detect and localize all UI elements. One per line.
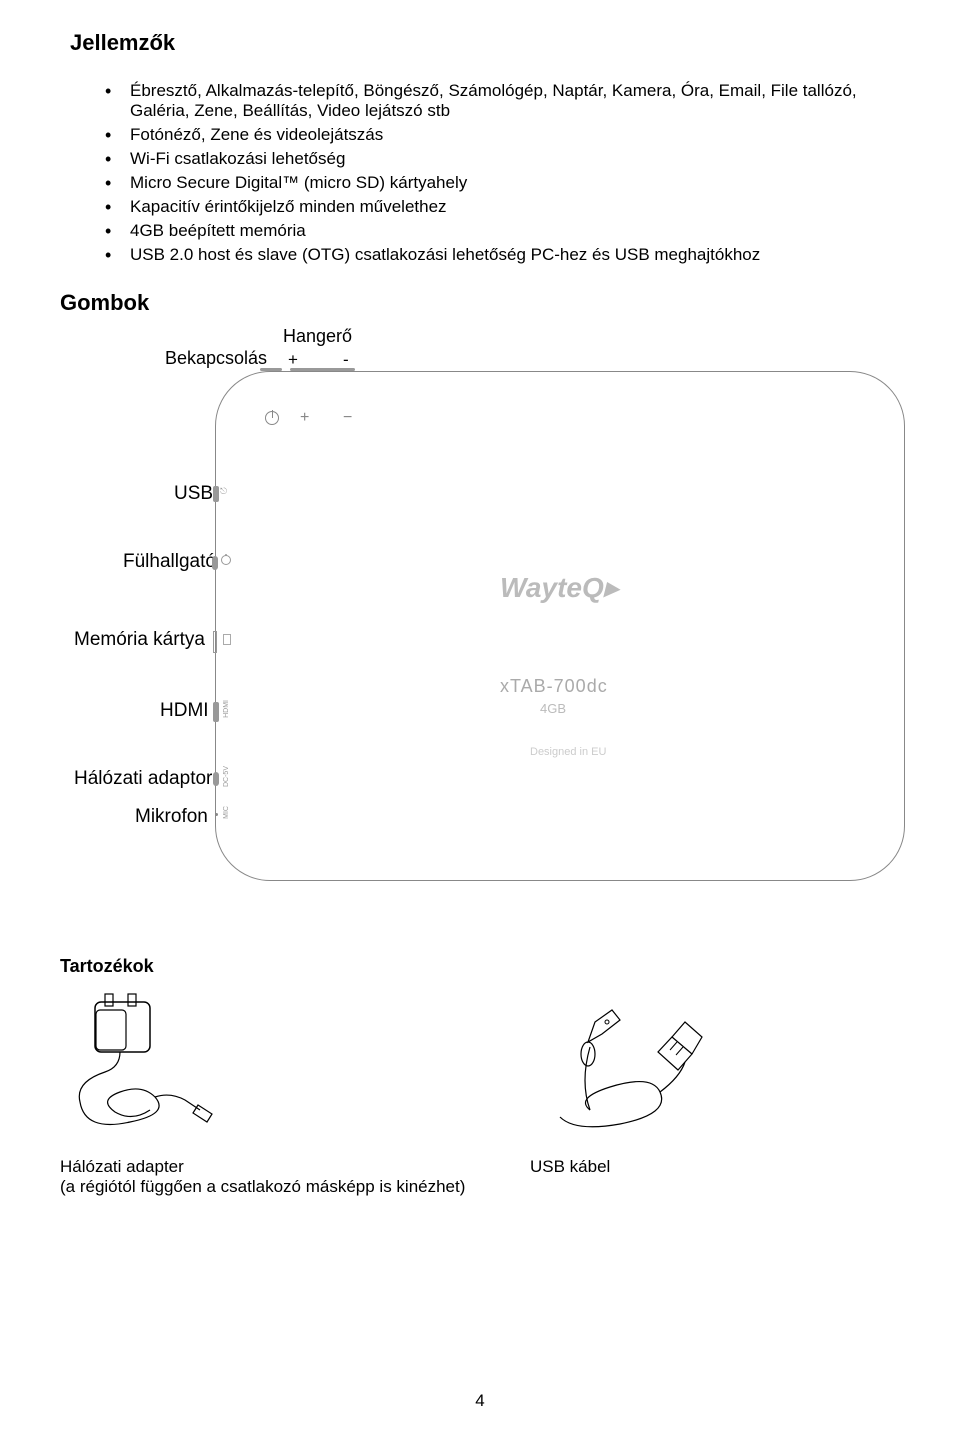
- plus-icon: +: [300, 409, 309, 427]
- buttons-heading: Gombok: [60, 290, 890, 316]
- designed-text: Designed in EU: [530, 746, 606, 758]
- tablet-outline: [215, 371, 905, 881]
- dc-port-icon: [213, 772, 219, 786]
- charger-icon: [60, 992, 240, 1142]
- plus-label-top: +: [288, 350, 298, 370]
- power-icon: [265, 411, 279, 425]
- feature-item: USB 2.0 host és slave (OTG) csatlakozási…: [130, 245, 890, 265]
- usb-port-icon: [213, 486, 219, 502]
- usb-cable-icon: [540, 992, 720, 1142]
- device-diagram: Hangerő Bekapcsolás + - USB Fülhallgató …: [60, 326, 890, 906]
- headphone-dot-icon: [225, 554, 227, 556]
- hdmi-port-icon: [213, 702, 219, 722]
- sdcard-slot-icon: [213, 631, 217, 653]
- usb-glyph-icon: ⎋: [220, 486, 227, 497]
- accessories-row: [60, 992, 890, 1142]
- headphone-port-icon: [212, 556, 218, 570]
- cable-caption: USB kábel: [530, 1157, 610, 1197]
- minus-icon: −: [343, 409, 352, 427]
- feature-item: Wi-Fi csatlakozási lehetőség: [130, 149, 890, 169]
- feature-item: Ébresztő, Alkalmazás-telepítő, Böngésző,…: [130, 81, 890, 121]
- memoria-label: Memória kártya: [74, 629, 205, 651]
- mic-text-icon: MIC: [223, 806, 230, 819]
- fulhallgato-label: Fülhallgató: [123, 551, 216, 573]
- page-number: 4: [0, 1391, 960, 1411]
- headphone-glyph-icon: [221, 555, 231, 565]
- mic-hole-icon: [215, 813, 218, 816]
- volume-rocker-icon: [290, 368, 355, 371]
- feature-list: Ébresztő, Alkalmazás-telepítő, Böngésző,…: [70, 81, 890, 265]
- sdcard-glyph-icon: [223, 634, 231, 645]
- storage-text: 4GB: [540, 701, 566, 716]
- feature-item: Fotónéző, Zene és videolejátszás: [130, 125, 890, 145]
- adapter-caption: Hálózati adapter (a régiótól függően a c…: [60, 1157, 530, 1197]
- halozati-label: Hálózati adaptor: [74, 768, 212, 790]
- hang-label: Hangerő: [283, 326, 352, 347]
- captions-row: Hálózati adapter (a régiótól függően a c…: [60, 1157, 890, 1197]
- page-title: Jellemzők: [70, 30, 890, 56]
- accessories-heading: Tartozékok: [60, 956, 890, 977]
- bekapcsolas-label: Bekapcsolás: [165, 348, 267, 369]
- minus-label-top: -: [343, 350, 349, 370]
- power-button-icon: [260, 368, 282, 371]
- brand-logo: WayteQ▸: [500, 571, 618, 604]
- hdmi-text-icon: HDMI: [223, 700, 230, 718]
- feature-item: Micro Secure Digital™ (micro SD) kártyah…: [130, 173, 890, 193]
- feature-item: 4GB beépített memória: [130, 221, 890, 241]
- model-text: xTAB-700dc: [500, 676, 608, 697]
- feature-item: Kapacitív érintőkijelző minden művelethe…: [130, 197, 890, 217]
- hdmi-label: HDMI: [160, 700, 209, 722]
- dc-text-icon: DC-5V: [223, 766, 230, 787]
- mikrofon-label: Mikrofon: [135, 806, 208, 828]
- usb-label: USB: [174, 483, 213, 505]
